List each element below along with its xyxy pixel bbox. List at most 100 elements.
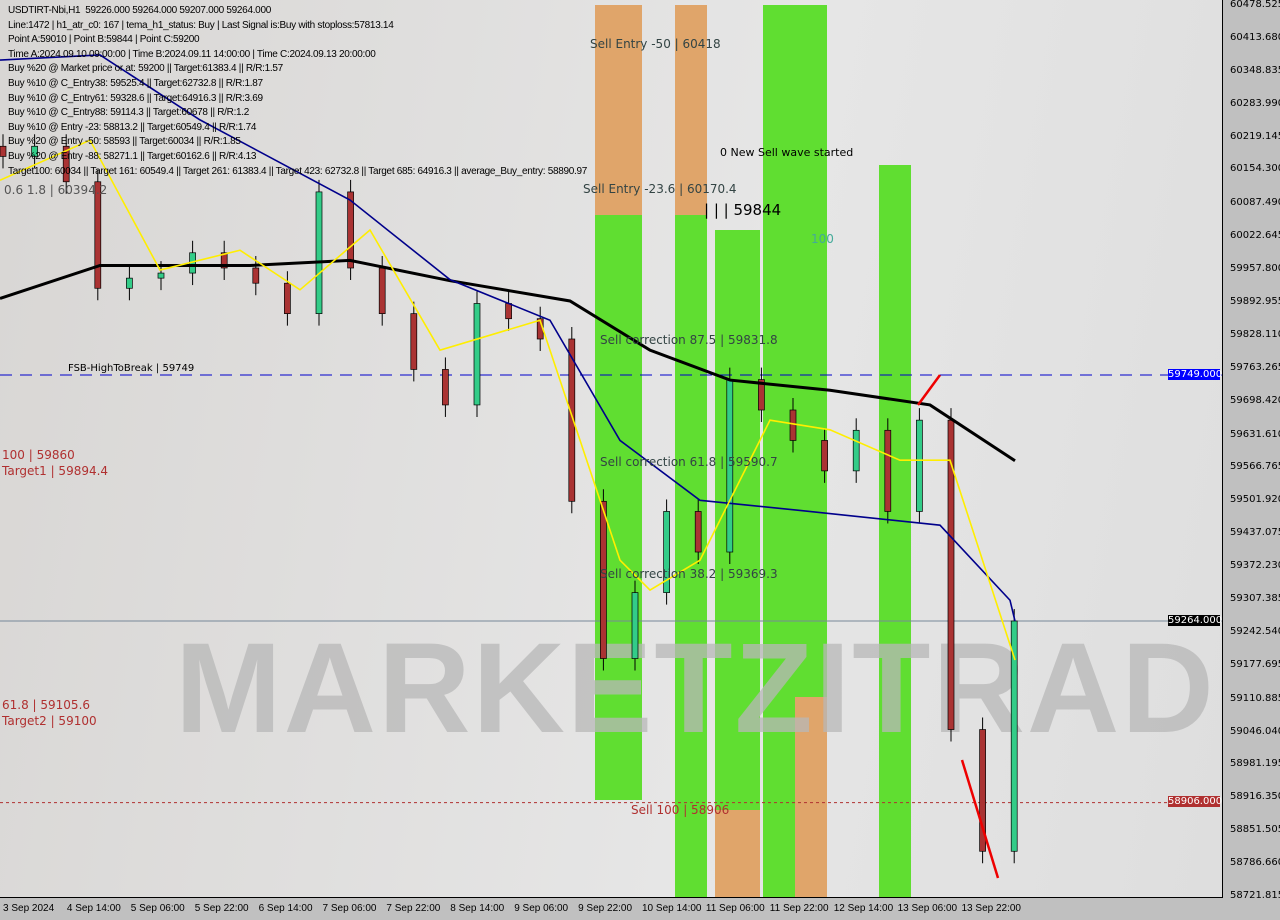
signal-zones: [595, 5, 911, 897]
price-tick: 60478.525: [1230, 0, 1280, 10]
fsb-high-to-break-label: FSB-HighToBreak | 59749: [68, 363, 195, 374]
orange-zone: [795, 697, 827, 897]
price-tick: 60087.490: [1230, 197, 1280, 209]
left-618-label: 61.8 | 59105.6: [2, 698, 91, 712]
price-tick: 59307.385: [1230, 593, 1280, 604]
green-zone: [879, 165, 911, 897]
time-tick: 5 Sep 22:00: [194, 903, 249, 914]
info-line: Point A:59010 | Point B:59844 | Point C:…: [8, 34, 200, 46]
sell-correction-618-label: Sell correction 61.8 | 59590.7: [600, 455, 778, 469]
sell100-price-tag: 58906.000: [1168, 796, 1223, 807]
ma-blue-line: [0, 54, 1016, 622]
candle: [505, 303, 512, 320]
new-wave-label: 0 New Sell wave started: [720, 146, 854, 159]
candle: [252, 267, 260, 284]
time-tick: 7 Sep 22:00: [386, 903, 441, 914]
time-tick: 8 Sep 14:00: [450, 903, 505, 914]
current-price-tag: 59264.000: [1168, 615, 1223, 626]
time-tick: 13 Sep 22:00: [961, 903, 1022, 914]
info-line: Buy %10 @ C_Entry38: 59525.4 || Target:6…: [8, 77, 263, 89]
candle: [852, 429, 860, 472]
orange-zone: [595, 5, 642, 215]
info-line: Buy %20 @ Entry -88: 58271.1 || Target:6…: [8, 150, 257, 162]
price-tick: 59242.540: [1230, 625, 1280, 637]
watermark-logo: MARKETZITRADE: [175, 617, 1223, 760]
price-tick: 60219.145: [1230, 130, 1280, 142]
price-tick: 60348.835: [1230, 64, 1280, 76]
candle: [694, 511, 702, 553]
price-tick: 59177.695: [1230, 658, 1280, 670]
candle: [821, 440, 828, 472]
sell-entry-50-label: Sell Entry -50 | 60418: [590, 37, 721, 51]
candle: [378, 267, 386, 314]
info-line: Buy %20 @ Entry -50: 58593 || Target:600…: [8, 136, 241, 148]
candle: [0, 145, 7, 157]
level-100-label: 100: [811, 232, 834, 246]
sell-correction-382-label: Sell correction 38.2 | 59369.3: [600, 567, 778, 581]
price-tick: 60283.990: [1230, 97, 1280, 109]
candle: [157, 272, 165, 279]
candle: [410, 313, 418, 370]
info-line: Buy %10 @ C_Entry88: 59114.3 || Target:6…: [8, 107, 250, 119]
target1-label: Target1 | 59894.4: [2, 464, 109, 478]
price-chart: [0, 54, 1222, 879]
sell-100-label: Sell 100 | 58906: [631, 803, 730, 817]
time-tick: 9 Sep 06:00: [514, 903, 569, 914]
price-tick: 59763.265: [1230, 361, 1280, 373]
candle: [220, 252, 228, 269]
info-line: Buy %20 @ Market price or at: 59200 || T…: [8, 63, 283, 75]
time-tick: 12 Sep 14:00: [833, 903, 894, 914]
candle: [947, 419, 955, 730]
abc-wave-line: [916, 374, 942, 406]
time-tick: 7 Sep 06:00: [322, 903, 377, 914]
price-tick: 59892.955: [1230, 296, 1280, 307]
candle: [347, 191, 354, 269]
ma-yellow-line: [0, 139, 1016, 661]
price-tick: 60413.680: [1230, 31, 1280, 43]
price-tick: 59437.075: [1230, 527, 1280, 539]
orange-zone: [715, 810, 760, 897]
candle: [31, 145, 38, 157]
candle: [758, 379, 765, 411]
candle: [284, 282, 291, 314]
orange-zone: [675, 5, 707, 215]
left-100-label: 100 | 59860: [2, 448, 75, 462]
price-tick: 59110.885: [1230, 692, 1280, 704]
price-tick: 59957.800: [1230, 263, 1280, 275]
price-tick: 59698.420: [1230, 394, 1280, 406]
candle: [62, 145, 70, 183]
info-line: Time A:2024.09.10 09:00:00 | Time B:2024…: [8, 48, 376, 60]
price-tick: 58916.350: [1230, 791, 1280, 803]
info-line: Target100: 60034 || Target 161: 60549.4 …: [8, 165, 588, 177]
sell-entry-23-label: Sell Entry -23.6 | 60170.4: [583, 182, 737, 196]
price-tick: 58981.195: [1230, 758, 1280, 770]
green-zone: [715, 230, 760, 810]
time-tick: 6 Sep 14:00: [258, 903, 313, 914]
time-tick: 9 Sep 22:00: [578, 903, 633, 914]
sell-correction-875-label: Sell correction 87.5 | 59831.8: [600, 333, 778, 347]
candle: [600, 500, 607, 659]
info-line: Line:1472 | h1_atr_c0: 167 | tema_h1_sta…: [8, 19, 394, 31]
price-tick: 60154.300: [1230, 163, 1280, 175]
price-tick: 59828.110: [1230, 328, 1280, 340]
price-tick: 59501.920: [1230, 494, 1280, 506]
candle: [884, 429, 892, 512]
fsb-price-tag: 59749.000: [1168, 369, 1223, 380]
info-line: Buy %10 @ Entry -23: 58813.2 || Target:6…: [8, 121, 257, 133]
price-tick: 59372.230: [1230, 560, 1280, 572]
price-tick: 59631.610: [1230, 428, 1280, 440]
green-zone: [763, 5, 795, 897]
info-line: Buy %10 @ C_Entry61: 59328.6 || Target:6…: [8, 92, 263, 104]
price-tick: 58786.660: [1230, 857, 1280, 869]
green-zone: [795, 5, 827, 697]
price-tick: 58851.505: [1230, 824, 1280, 836]
candle: [568, 338, 576, 502]
candle: [315, 191, 323, 314]
info-line: USDTIRT-Nbi,H1 59226.000 59264.000 59207…: [8, 5, 271, 16]
indicator-info: USDTIRT-Nbi,H1 59226.000 59264.000 59207…: [8, 4, 587, 179]
chart-area[interactable]: MARKETZITRADE USDTIRT-Nbi,H1 59226.000 5…: [0, 0, 1223, 898]
time-tick: 4 Sep 14:00: [66, 903, 121, 914]
price-tick: 60022.645: [1230, 230, 1280, 242]
time-tick: 13 Sep 06:00: [897, 903, 958, 914]
candle: [473, 303, 481, 406]
